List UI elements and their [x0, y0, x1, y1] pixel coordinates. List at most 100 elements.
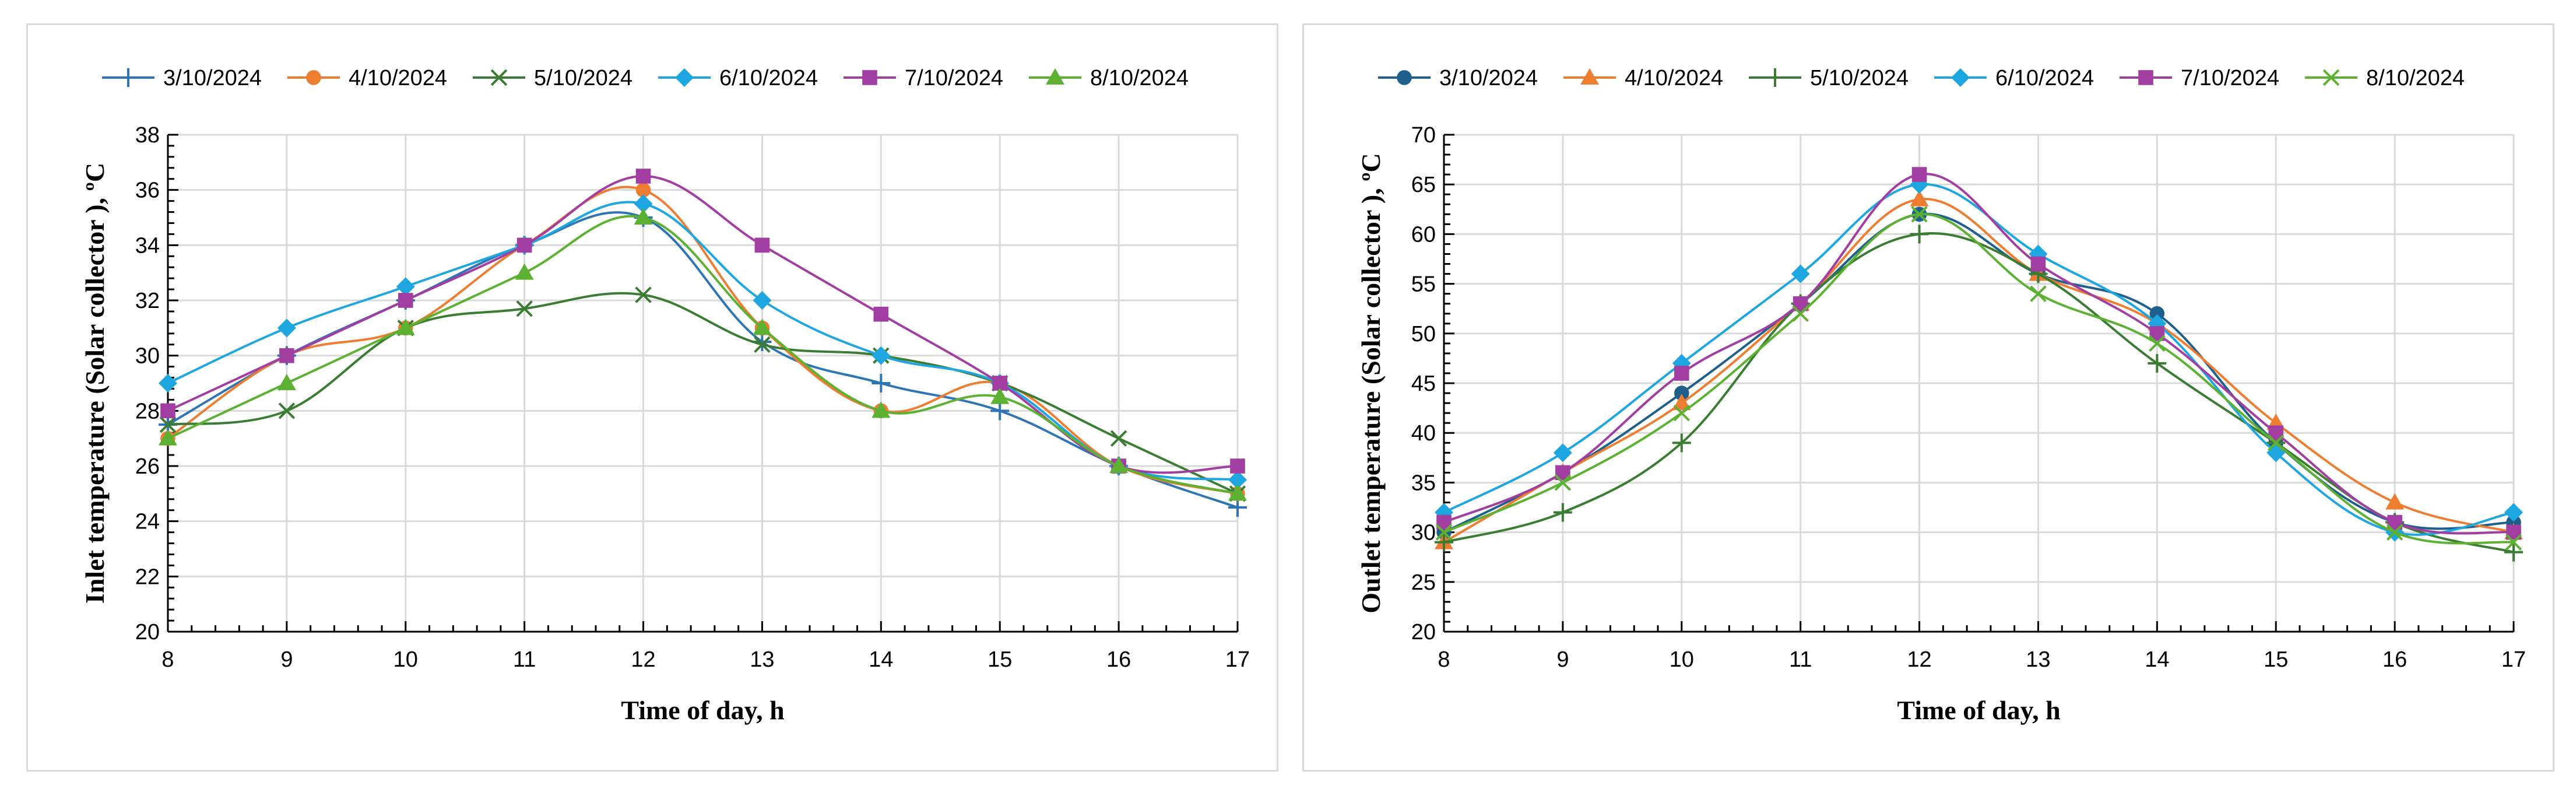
- outlet-series-line: [1443, 198, 2514, 544]
- inlet-data-point: [279, 348, 294, 363]
- inlet-legend-marker: [119, 68, 138, 87]
- inlet-x-tick-label: 12: [631, 647, 655, 672]
- inlet-legend-marker: [1046, 68, 1064, 85]
- inlet-x-tick-label: 16: [1106, 647, 1131, 672]
- inlet-data-point: [1228, 470, 1247, 489]
- outlet-x-tick-label: 14: [2145, 647, 2169, 672]
- inlet-y-tick-label: 26: [135, 454, 160, 479]
- outlet-legend-item: 5/10/2024: [1749, 66, 1909, 90]
- inlet-y-tick-label: 32: [135, 289, 160, 313]
- inlet-series-7-10-2024: [160, 169, 1245, 474]
- outlet-x-tick-label: 16: [2382, 647, 2407, 672]
- outlet-x-tick-label: 11: [1789, 647, 1812, 672]
- inlet-y-tick-label: 36: [135, 178, 160, 203]
- inlet-data-point: [277, 318, 296, 338]
- inlet-data-point: [396, 318, 415, 335]
- outlet-y-tick-label: 55: [1411, 272, 1436, 297]
- outlet-data-point: [2505, 534, 2522, 551]
- inlet-data-point: [160, 403, 175, 419]
- inlet-data-point: [990, 387, 1010, 404]
- inlet-legend-item: 8/10/2024: [1029, 66, 1189, 90]
- inlet-y-tick-label: 22: [135, 565, 160, 589]
- inlet-data-point: [515, 263, 534, 280]
- inlet-data-point: [871, 346, 891, 365]
- outlet-legend-marker: [2138, 70, 2153, 85]
- inlet-legend-label: 7/10/2024: [905, 66, 1003, 90]
- inlet-series-line: [167, 201, 1238, 481]
- inlet-series-line: [167, 185, 1238, 495]
- inlet-data-point: [1230, 458, 1245, 474]
- inlet-legend-marker: [675, 68, 694, 87]
- outlet-series-line: [1443, 213, 2514, 545]
- outlet-y-tick-label: 25: [1411, 570, 1436, 595]
- inlet-data-point: [754, 237, 770, 253]
- outlet-data-point: [2504, 503, 2523, 522]
- inlet-data-point: [159, 374, 177, 393]
- outlet-data-point: [1911, 167, 1927, 182]
- inlet-data-point: [635, 169, 651, 184]
- inlet-legend-item: 6/10/2024: [658, 66, 818, 90]
- inlet-data-point: [159, 429, 177, 446]
- inlet-y-tick-label: 30: [135, 344, 160, 369]
- outlet-data-point: [2386, 524, 2403, 541]
- outlet-y-tick-label: 30: [1411, 521, 1436, 545]
- inlet-series-5-10-2024: [159, 286, 1246, 502]
- inlet-legend-label: 6/10/2024: [719, 66, 818, 90]
- inlet-data-point: [635, 182, 651, 198]
- inlet-data-point: [278, 402, 296, 419]
- outlet-data-point: [2268, 435, 2285, 451]
- inlet-x-tick-label: 17: [1225, 647, 1250, 672]
- inlet-series-4-10-2024: [160, 182, 1245, 502]
- inlet-legend-label: 8/10/2024: [1090, 66, 1189, 90]
- inlet-y-tick-label: 24: [135, 510, 160, 534]
- inlet-x-tick-label: 9: [280, 647, 293, 672]
- inlet-data-point: [1228, 484, 1247, 501]
- outlet-x-tick-label: 17: [2501, 647, 2526, 672]
- inlet-legend-item: 4/10/2024: [287, 66, 447, 90]
- inlet-data-point: [753, 291, 772, 310]
- inlet-series-8-10-2024: [159, 208, 1247, 501]
- inlet-series-line: [167, 215, 1238, 495]
- inlet-data-point: [396, 277, 415, 296]
- outlet-data-point: [1673, 404, 1690, 422]
- outlet-data-point: [1674, 366, 1689, 381]
- inlet-data-point: [398, 293, 413, 308]
- inlet-y-tick-label: 38: [135, 123, 160, 148]
- inlet-data-point: [635, 286, 652, 303]
- inlet-x-tick-label: 10: [393, 647, 418, 672]
- outlet-data-point: [1435, 533, 1453, 552]
- outlet-axis-ticks: [1443, 134, 2515, 633]
- outlet-data-point: [2149, 306, 2165, 321]
- inlet-data-point: [1228, 498, 1247, 517]
- outlet-x-axis-title: Time of day, h: [1897, 695, 2060, 725]
- outlet-legend-marker: [1951, 68, 1970, 87]
- outlet-data-point: [1672, 394, 1691, 411]
- outlet-x-tick-label: 8: [1438, 647, 1450, 672]
- outlet-data-point: [2504, 542, 2523, 562]
- inlet-data-point: [1109, 457, 1129, 473]
- inlet-gridlines: [168, 134, 1239, 632]
- inlet-data-point: [516, 237, 532, 253]
- outlet-data-point: [1553, 503, 1572, 522]
- inlet-x-axis-title: Time of day, h: [621, 695, 784, 725]
- inlet-y-tick-label: 20: [135, 620, 160, 645]
- outlet-x-tick-label: 15: [2264, 647, 2288, 672]
- outlet-legend-marker: [1766, 68, 1784, 87]
- outlet-series-line: [1443, 212, 2514, 534]
- outlet-x-tick-label: 13: [2026, 647, 2050, 672]
- inlet-x-tick-label: 15: [987, 647, 1012, 672]
- outlet-data-point: [2385, 493, 2405, 510]
- inlet-data-point: [634, 208, 653, 225]
- inlet-x-tick-label: 14: [869, 647, 893, 672]
- outlet-legend-label: 8/10/2024: [2366, 66, 2465, 90]
- outlet-data-point: [1674, 386, 1689, 401]
- inlet-data-point: [990, 401, 1010, 421]
- outlet-y-axis-title: Outlet temperature (Solar collector ), º…: [1356, 153, 1386, 613]
- outlet-legend-item: 3/10/2024: [1378, 66, 1538, 90]
- outlet-y-tick-label: 50: [1411, 322, 1436, 346]
- outlet-data-point: [1792, 305, 1809, 322]
- inlet-data-point: [871, 401, 891, 418]
- inlet-legend-item: 5/10/2024: [473, 66, 632, 90]
- inlet-legend-marker: [862, 70, 877, 85]
- outlet-data-point: [2148, 353, 2167, 373]
